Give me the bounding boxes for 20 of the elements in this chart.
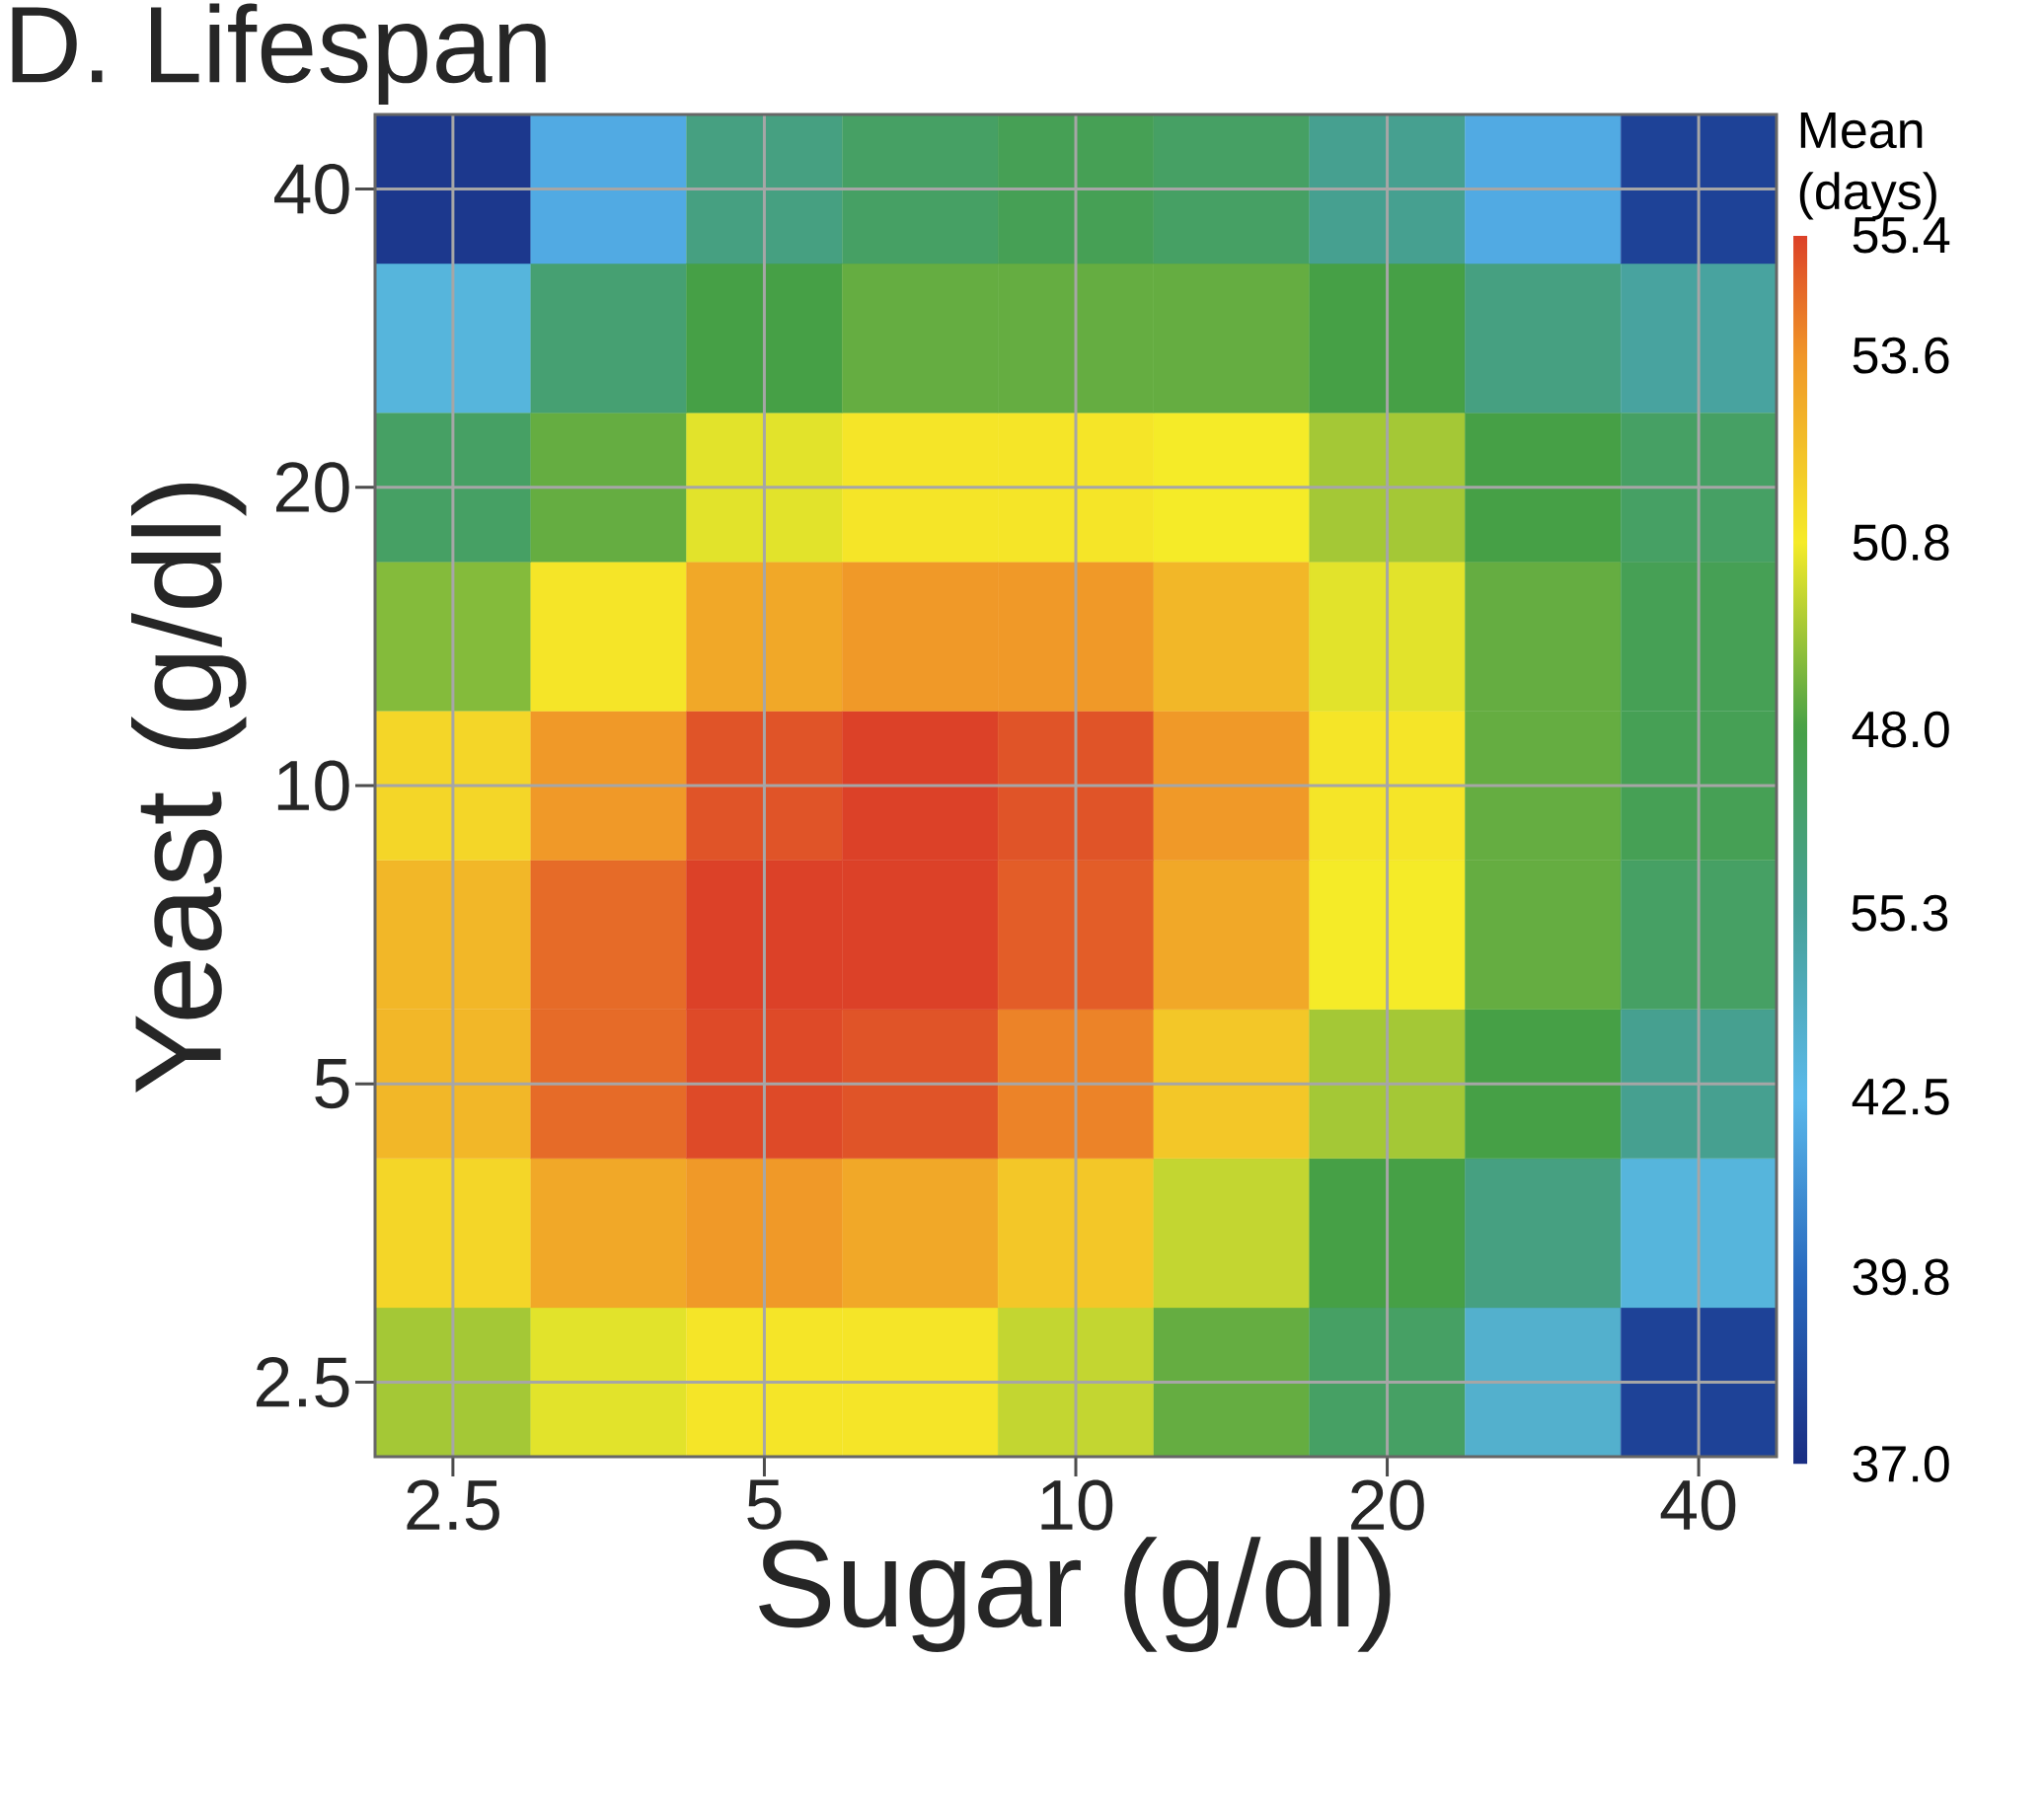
y-tick-label: 40 (274, 164, 349, 215)
x-tick-label: 2.5 (407, 1479, 499, 1531)
text: 55.3 (1852, 894, 1948, 932)
color-bar-label: 53.6 (1853, 337, 1949, 374)
color-bar-label: 37.0 (1853, 1445, 1949, 1482)
color-bar-label: 50.8 (1853, 524, 1949, 562)
color-bar-label: 42.5 (1852, 1078, 1949, 1115)
y-tick-label: 5 (315, 1059, 349, 1109)
color-bar-label: 39.8 (1853, 1258, 1949, 1296)
x-tick-label: 40 (1660, 1479, 1736, 1531)
x-axis-title: Sugar (g/dl) (759, 1537, 1391, 1652)
chart-title: D. Lifespan (12, 3, 546, 106)
y-axis-title: Yeast (g/dl) (131, 483, 247, 1094)
x-tick-label: 20 (1351, 1479, 1424, 1531)
x-tick-label: 10 (1041, 1479, 1113, 1531)
y-tick-label: 2.5 (257, 1356, 349, 1407)
x-tick-label: 5 (747, 1479, 782, 1530)
y-tick-label: 20 (276, 462, 349, 513)
color-bar-label: 48.0 (1852, 711, 1949, 748)
y-tick-label: 10 (277, 760, 349, 811)
